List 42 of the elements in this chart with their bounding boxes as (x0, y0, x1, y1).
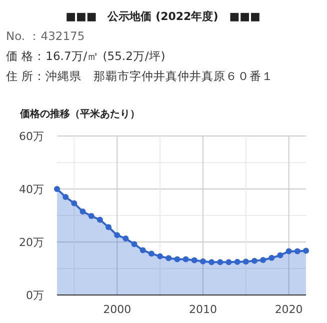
point (294, 248, 300, 254)
point (114, 232, 120, 238)
chart-title: ■■■ 公示地価 (2022年度) ■■■ (66, 10, 260, 23)
point (277, 252, 284, 258)
point (200, 258, 206, 264)
text: 価 格：16.7万/㎡ (55.2万/坪) (6, 49, 166, 63)
point (122, 236, 129, 242)
point (242, 258, 249, 265)
x-tick-label: 2020 (274, 303, 303, 316)
point (234, 258, 240, 265)
point (286, 248, 292, 254)
point (268, 254, 275, 261)
y-tick-label: 20万 (19, 236, 44, 249)
text: No. ：432175 (6, 29, 85, 43)
point (148, 250, 154, 257)
point (80, 208, 86, 215)
point (303, 248, 309, 254)
point (191, 257, 198, 264)
point (174, 256, 180, 262)
x-tick-label: 2010 (188, 303, 217, 316)
point (96, 216, 103, 223)
point (54, 186, 60, 192)
point (166, 255, 172, 262)
point (106, 224, 112, 230)
point (62, 194, 69, 200)
point (131, 241, 138, 248)
point (208, 259, 215, 266)
point (157, 253, 164, 260)
point (251, 258, 258, 264)
x-tick-label: 2000 (103, 303, 132, 316)
point (140, 247, 146, 254)
y-tick-label: 40万 (19, 183, 44, 196)
point (260, 257, 266, 264)
text: 住 所：沖縄県 那覇市字仲井真仲井真原６０番１ (5, 69, 274, 83)
point (217, 259, 224, 266)
point (182, 256, 189, 262)
y-tick-label: 60万 (19, 130, 44, 143)
y-tick-label: 0万 (26, 289, 44, 302)
point (88, 213, 94, 220)
chart-subtitle: 価格の推移（平米あたり） (19, 108, 140, 120)
point (71, 200, 78, 206)
point (226, 259, 232, 266)
